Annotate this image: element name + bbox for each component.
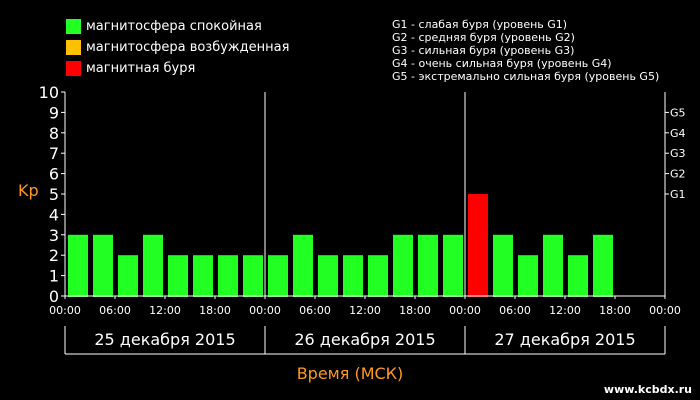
y-tick-label-4: 4 — [49, 205, 59, 224]
g-tick-label-2: G3 — [670, 147, 686, 160]
legend-label-active: магнитосфера возбужденная — [86, 40, 290, 55]
x-tick-label-12: 00:00 — [649, 304, 681, 317]
x-tick-label-5: 06:00 — [299, 304, 331, 317]
g-tick-label-1: G2 — [670, 168, 686, 181]
status-legend: магнитосфера спокойная магнитосфера возб… — [66, 16, 289, 79]
storm-level-legend: G1 - слабая буря (уровень G1) G2 - средн… — [392, 18, 659, 83]
kp-bar-10 — [318, 255, 338, 297]
kp-bar-1 — [93, 234, 113, 297]
kp-bar-9 — [293, 234, 313, 297]
kp-bar-14 — [418, 234, 438, 297]
legend-label-storm: магнитная буря — [86, 61, 196, 76]
kp-bar-3 — [143, 234, 163, 297]
y-tick-label-10: 10 — [39, 83, 59, 102]
x-tick-label-0: 00:00 — [49, 304, 81, 317]
kp-bar-5 — [193, 255, 213, 297]
legend-swatch-storm — [66, 61, 81, 76]
storm-level-g5: G5 - экстремально сильная буря (уровень … — [392, 70, 660, 83]
x-tick-label-8: 00:00 — [449, 304, 481, 317]
legend-label-quiet: магнитосфера спокойная — [86, 19, 262, 34]
g-tick-label-0: G1 — [670, 188, 686, 201]
kp-bar-17 — [493, 234, 513, 297]
x-tick-label-7: 18:00 — [399, 304, 431, 317]
kp-bar-4 — [168, 255, 188, 297]
x-tick-label-4: 00:00 — [249, 304, 281, 317]
g-tick-label-4: G5 — [670, 106, 686, 119]
kp-bar-2 — [118, 255, 138, 297]
g-tick-label-3: G4 — [670, 127, 686, 140]
y-tick-label-0: 0 — [49, 287, 59, 306]
y-tick-label-1: 1 — [49, 267, 59, 286]
legend-swatch-active — [66, 40, 81, 55]
y-tick-label-7: 7 — [49, 144, 59, 163]
kp-bar-0 — [68, 234, 88, 297]
site-watermark: www.kcbdx.ru — [603, 383, 692, 396]
storm-level-g1: G1 - слабая буря (уровень G1) — [392, 18, 568, 31]
y-tick-label-2: 2 — [49, 246, 59, 265]
x-tick-label-9: 06:00 — [499, 304, 531, 317]
kp-bar-13 — [393, 234, 413, 297]
kp-bar-18 — [518, 255, 538, 297]
y-tick-label-6: 6 — [49, 165, 59, 184]
y-tick-label-8: 8 — [49, 124, 59, 143]
x-tick-label-2: 12:00 — [149, 304, 181, 317]
kp-bar-7 — [243, 255, 263, 297]
y-tick-label-3: 3 — [49, 226, 59, 245]
x-tick-label-11: 18:00 — [599, 304, 631, 317]
storm-level-g2: G2 - средняя буря (уровень G2) — [392, 31, 575, 44]
legend-item-quiet: магнитосфера спокойная — [66, 16, 289, 37]
kp-bar-19 — [543, 234, 563, 297]
kp-bar-8 — [268, 255, 288, 297]
kp-bar-21 — [593, 234, 613, 297]
y-tick-label-5: 5 — [49, 185, 59, 204]
day-label-2: 27 декабря 2015 — [494, 330, 635, 349]
day-label-0: 25 декабря 2015 — [94, 330, 235, 349]
kp-bar-16 — [468, 194, 488, 297]
y-tick-label-9: 9 — [49, 103, 59, 122]
x-tick-label-6: 12:00 — [349, 304, 381, 317]
x-axis-label: Время (МСК) — [296, 364, 404, 383]
storm-level-g3: G3 - сильная буря (уровень G3) — [392, 44, 575, 57]
y-axis-label: Kp — [18, 181, 39, 200]
kp-bar-15 — [443, 234, 463, 297]
legend-item-active: магнитосфера возбужденная — [66, 37, 289, 58]
x-tick-label-1: 06:00 — [99, 304, 131, 317]
kp-bar-20 — [568, 255, 588, 297]
x-tick-label-10: 12:00 — [549, 304, 581, 317]
kp-bar-6 — [218, 255, 238, 297]
legend-item-storm: магнитная буря — [66, 58, 289, 79]
kp-bar-11 — [343, 255, 363, 297]
storm-level-g4: G4 - очень сильная буря (уровень G4) — [392, 57, 612, 70]
day-label-1: 26 декабря 2015 — [294, 330, 435, 349]
kp-bar-12 — [368, 255, 388, 297]
legend-swatch-quiet — [66, 19, 81, 34]
x-tick-label-3: 18:00 — [199, 304, 231, 317]
